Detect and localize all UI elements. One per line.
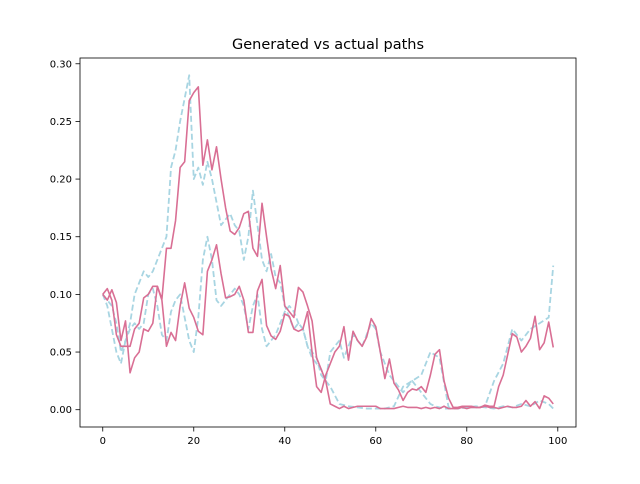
x-tick-label: 60 [369, 436, 382, 447]
chart-title: Generated vs actual paths [232, 37, 424, 53]
y-tick-label: 0.05 [50, 348, 72, 359]
x-tick-label: 20 [187, 436, 200, 447]
axes-frame [79, 57, 577, 428]
x-tick-label: 40 [278, 436, 291, 447]
x-tick-label: 80 [460, 436, 473, 447]
x-tick-label: 100 [548, 436, 567, 447]
y-tick-label: 0.15 [50, 232, 72, 243]
plot-area [101, 74, 555, 410]
generated-path-line-4 [102, 244, 555, 409]
y-tick-label: 0.25 [50, 117, 72, 128]
y-tick-label: 0.30 [50, 59, 72, 70]
axes: 0 20 40 60 80 100 0.00 0.05 0.10 0.15 0.20 0.25 0.30 [50, 57, 577, 447]
y-tick-label: 0.00 [50, 405, 72, 416]
x-tick-label: 0 [100, 436, 106, 447]
y-tick-label: 0.10 [50, 290, 72, 301]
y-tick-label: 0.20 [50, 175, 72, 186]
actual-path-line-1 [101, 74, 555, 410]
